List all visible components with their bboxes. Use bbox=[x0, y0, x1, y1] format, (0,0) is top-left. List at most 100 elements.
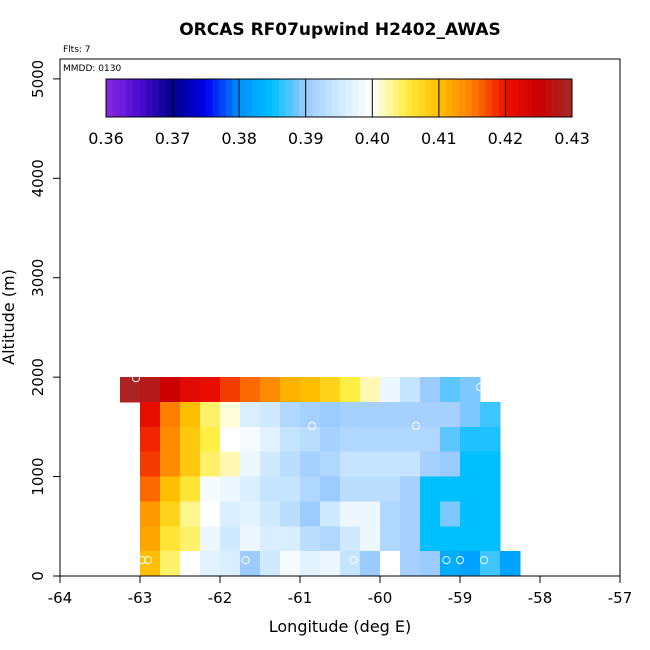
heatmap-cell-r6-c13 bbox=[400, 526, 421, 552]
heatmap-cell-r1-c12 bbox=[380, 402, 401, 428]
heatmap-cell-r4-c15 bbox=[440, 476, 461, 503]
heatmap-cell-r5-c2 bbox=[180, 501, 201, 527]
heatmap-cell-r3-c9 bbox=[320, 451, 341, 478]
heatmap-cell-r7-c17 bbox=[480, 551, 501, 576]
colorbar-block-62 bbox=[518, 79, 526, 117]
heatmap-cell-r0-c8 bbox=[280, 377, 301, 403]
y-tick-label-2: 2000 bbox=[29, 358, 47, 396]
heatmap-cell-r2-c7 bbox=[280, 426, 301, 453]
heatmap-cell-r1-c6 bbox=[260, 402, 281, 428]
colorbar-block-54 bbox=[465, 79, 473, 117]
heatmap-cell-r6-c6 bbox=[260, 526, 281, 552]
heatmap-cell-r1-c15 bbox=[440, 402, 461, 428]
heatmap-cell-r3-c11 bbox=[360, 451, 381, 478]
colorbar-block-5 bbox=[139, 79, 147, 117]
heatmap-cell-r5-c14 bbox=[420, 501, 441, 527]
heatmap-cell-r5-c9 bbox=[320, 501, 341, 527]
heatmap-cell-r7-c18 bbox=[500, 551, 521, 576]
colorbar-block-7 bbox=[152, 79, 160, 117]
x-axis: -64 -63 -62 -61 -60 -59 -58 -57 bbox=[48, 576, 633, 607]
colorbar-block-30 bbox=[305, 79, 313, 117]
heatmap-cell-r3-c5 bbox=[240, 451, 261, 478]
chart-title: ORCAS RF07upwind H2402_AWAS bbox=[179, 20, 501, 40]
heatmap-cell-r1-c14 bbox=[420, 402, 441, 428]
heatmap-cell-r5-c16 bbox=[460, 501, 481, 527]
heatmap-cell-r0-c6 bbox=[240, 377, 261, 403]
heatmap-cell-r6-c11 bbox=[360, 526, 381, 552]
heatmap-cell-r2-c10 bbox=[340, 426, 361, 453]
colorbar-tick-label-1: 0.37 bbox=[155, 129, 191, 148]
heatmap-cell-r2-c12 bbox=[380, 426, 401, 453]
heatmap-cell-r7-c12 bbox=[380, 551, 401, 576]
heatmap-cell-r2-c6 bbox=[260, 426, 281, 453]
heatmap-cell-r7-c4 bbox=[220, 551, 241, 576]
heatmap-cell-r4-c1 bbox=[160, 476, 181, 503]
heatmap-cell-r6-c16 bbox=[460, 526, 481, 552]
heatmap-cell-r0-c15 bbox=[420, 377, 441, 403]
sample-point-9 bbox=[455, 555, 465, 565]
colorbar-block-57 bbox=[485, 79, 493, 117]
sample-points bbox=[131, 374, 489, 565]
colorbar-block-67 bbox=[552, 79, 560, 117]
colorbar: 0.36 0.37 0.38 0.39 0.40 0.41 0.42 0.43 bbox=[88, 78, 590, 148]
colorbar-block-56 bbox=[478, 79, 486, 117]
colorbar-tick-label-6: 0.42 bbox=[488, 129, 524, 148]
colorbar-block-45 bbox=[405, 79, 413, 117]
heatmap-cell-r0-c4 bbox=[200, 377, 221, 403]
heatmap-cell-r6-c9 bbox=[320, 526, 341, 552]
colorbar-block-48 bbox=[425, 79, 433, 117]
colorbar-block-38 bbox=[358, 79, 367, 117]
heatmap-cell-r7-c10 bbox=[340, 551, 361, 576]
y-tick-label-1: 1000 bbox=[29, 457, 47, 495]
heatmap-cell-r3-c13 bbox=[400, 451, 421, 478]
x-tick-label-0: -64 bbox=[48, 589, 73, 607]
colorbar-tick-label-7: 0.43 bbox=[554, 129, 590, 148]
heatmap-cell-r5-c1 bbox=[160, 501, 181, 527]
x-tick-label-7: -57 bbox=[608, 589, 633, 607]
heatmap-cell-r3-c14 bbox=[420, 451, 441, 478]
x-tick-label-4: -60 bbox=[368, 589, 393, 607]
colorbar-block-21 bbox=[245, 79, 253, 117]
heatmap-cell-r6-c15 bbox=[440, 526, 461, 552]
heatmap-cell-r4-c4 bbox=[220, 476, 241, 503]
heatmap-cell-r5-c3 bbox=[200, 501, 221, 527]
heatmap-cell-r2-c13 bbox=[400, 426, 421, 453]
sample-point-6 bbox=[241, 555, 250, 565]
colorbar-tick-label-5: 0.41 bbox=[421, 129, 457, 148]
heatmap-cell-r0-c7 bbox=[260, 377, 281, 403]
colorbar-block-52 bbox=[452, 79, 460, 117]
heatmap-cell-r4-c6 bbox=[260, 476, 281, 503]
y-axis-label: Altitude (m) bbox=[0, 269, 18, 365]
heatmap-cell-r2-c11 bbox=[360, 426, 381, 453]
heatmap-cell-r6-c2 bbox=[180, 526, 201, 552]
heatmap-cell-r6-c5 bbox=[240, 526, 261, 552]
colorbar-block-29 bbox=[299, 79, 307, 117]
heatmap-cell-r2-c4 bbox=[220, 426, 241, 453]
heatmap-cell-r7-c2 bbox=[180, 551, 201, 576]
flights-note: Flts: 7 bbox=[63, 45, 91, 55]
heatmap-cell-r7-c6 bbox=[260, 551, 281, 576]
heatmap-cell-r2-c2 bbox=[180, 426, 201, 453]
heatmap-cell-r2-c0 bbox=[140, 426, 161, 453]
colorbar-tick-label-3: 0.39 bbox=[288, 129, 324, 148]
x-axis-label: Longitude (deg E) bbox=[269, 617, 412, 636]
heatmap-cell-r3-c15 bbox=[440, 451, 461, 478]
colorbar-gradient bbox=[105, 78, 573, 118]
colorbar-block-53 bbox=[458, 79, 466, 117]
colorbar-block-60 bbox=[505, 79, 513, 117]
heatmap-cell-r7-c5 bbox=[240, 551, 261, 576]
y-tick-label-5: 5000 bbox=[29, 60, 47, 98]
y-tick-label-3: 3000 bbox=[29, 259, 47, 297]
colorbar-block-61 bbox=[512, 79, 520, 117]
colorbar-block-0 bbox=[106, 79, 114, 117]
colorbar-block-33 bbox=[325, 79, 333, 117]
heatmap-cell-r7-c15 bbox=[440, 551, 461, 576]
heatmap-cell-r2-c16 bbox=[460, 426, 481, 453]
colorbar-block-40 bbox=[372, 79, 380, 117]
sample-point-1 bbox=[475, 383, 485, 392]
heatmap-cell-r0-c2 bbox=[160, 377, 181, 403]
heatmap-cell-r0-c5 bbox=[220, 377, 241, 403]
colorbar-block-25 bbox=[272, 79, 280, 117]
colorbar-block-24 bbox=[265, 79, 273, 117]
colorbar-block-10 bbox=[172, 79, 180, 117]
